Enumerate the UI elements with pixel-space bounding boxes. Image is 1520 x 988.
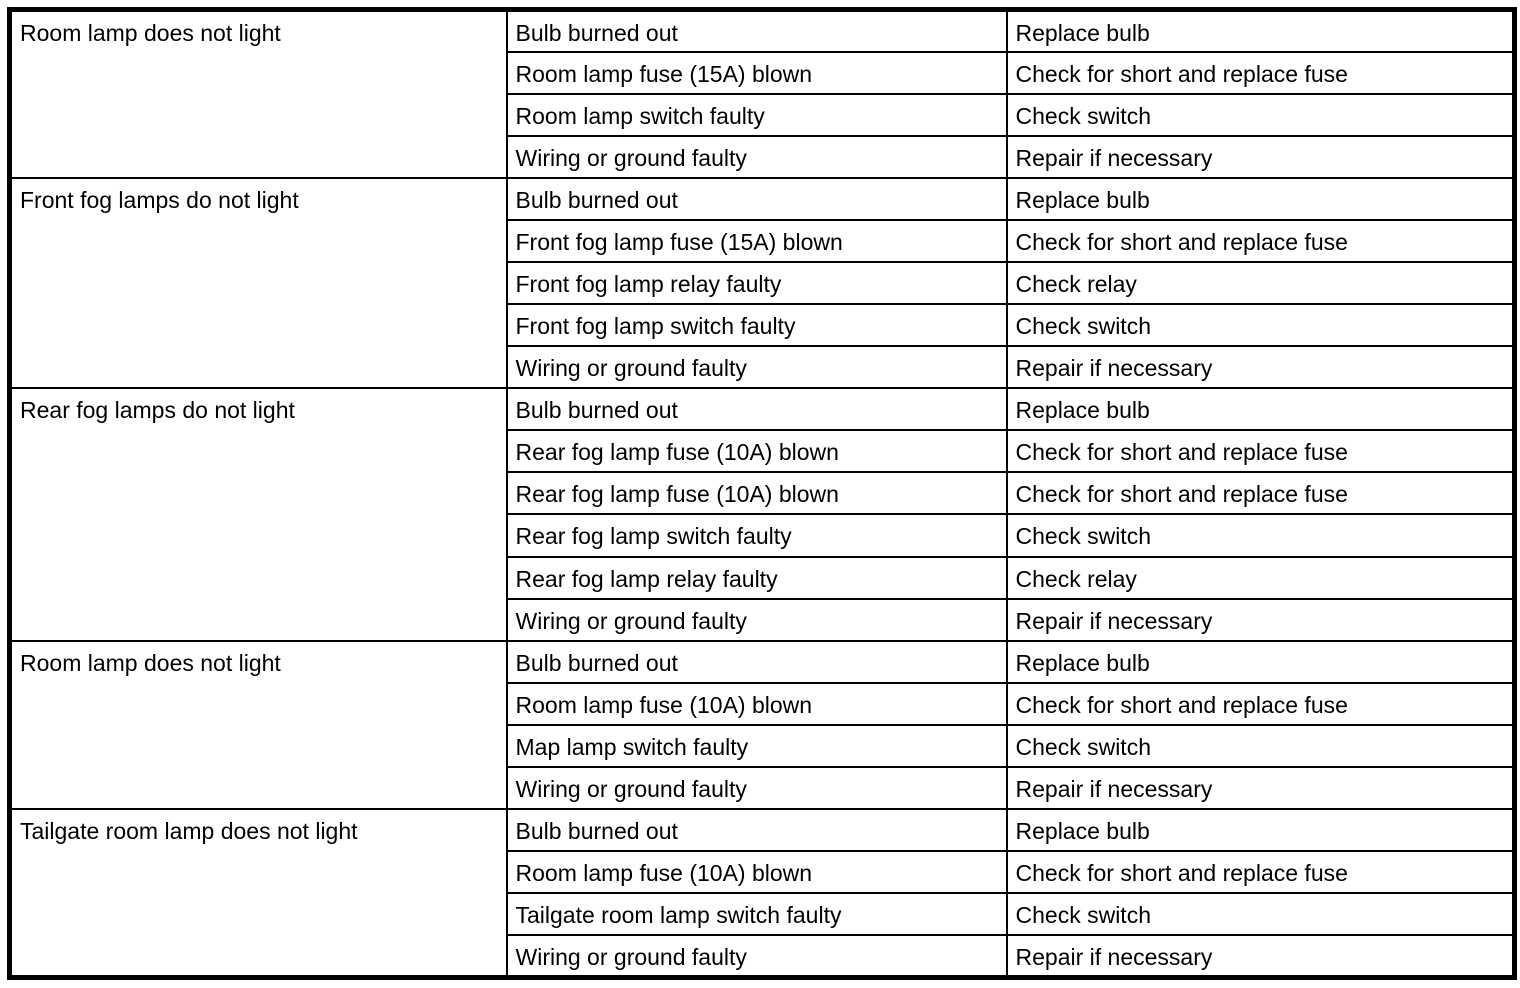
remedy-cell: Repair if necessary: [1005, 597, 1516, 642]
table-row: Rear fog lamp fuse (10A) blown Check for …: [10, 429, 1516, 474]
cause-cell: Rear fog lamp relay faulty: [505, 555, 1008, 600]
cause-cell: Front fog lamp switch faulty: [505, 303, 1008, 348]
remedy-cell: Check for short and replace fuse: [1005, 50, 1516, 95]
cause-cell: Bulb burned out: [505, 387, 1008, 432]
remedy-cell: Check for short and replace fuse: [1005, 850, 1516, 895]
remedy-cell: Check switch: [1005, 723, 1516, 768]
table-row: Front fog lamp switch faulty Check switch: [10, 303, 1516, 348]
remedy-cell: Repair if necessary: [1005, 765, 1516, 810]
table-row: Wiring or ground faulty Repair if necessa…: [10, 934, 1516, 979]
table-row: Tailgate room lamp switch faulty Check sw…: [10, 892, 1516, 937]
cause-cell: Bulb burned out: [505, 8, 1008, 53]
cause-cell: Front fog lamp relay faulty: [505, 260, 1008, 306]
table-row: Room lamp fuse (10A) blown Check for shor…: [10, 681, 1516, 726]
cause-cell: Rear fog lamp switch faulty: [505, 513, 1008, 558]
symptom-cell: Rear fog lamps do not light: [8, 387, 508, 642]
table-row: Front fog lamp fuse (15A) blown Check for…: [10, 218, 1516, 263]
cause-cell: Room lamp switch faulty: [505, 92, 1008, 137]
cause-cell: Wiring or ground faulty: [505, 597, 1008, 642]
cause-cell: Room lamp fuse (10A) blown: [505, 850, 1008, 895]
table-row: Map lamp switch faulty Check switch: [10, 723, 1516, 768]
remedy-cell: Check for short and replace fuse: [1005, 471, 1516, 516]
remedy-cell: Check for short and replace fuse: [1005, 681, 1516, 726]
remedy-cell: Check switch: [1005, 92, 1516, 137]
cause-cell: Bulb burned out: [505, 176, 1008, 221]
cause-cell: Wiring or ground faulty: [505, 345, 1008, 390]
table-row: Rear fog lamp switch faulty Check switch: [10, 513, 1516, 558]
remedy-cell: Check relay: [1005, 260, 1516, 306]
cause-cell: Wiring or ground faulty: [505, 934, 1008, 979]
table-row: Room lamp fuse (15A) blown Check for shor…: [10, 50, 1516, 95]
remedy-cell: Replace bulb: [1005, 639, 1516, 684]
table-row: Room lamp does not light Bulb burned out R…: [8, 639, 1516, 810]
cause-cell: Front fog lamp fuse (15A) blown: [505, 218, 1008, 263]
remedy-cell: Replace bulb: [1005, 387, 1516, 432]
cause-cell: Map lamp switch faulty: [505, 723, 1008, 768]
cause-cell: Room lamp fuse (10A) blown: [505, 681, 1008, 726]
table-row: Wiring or ground faulty Repair if necessa…: [10, 597, 1516, 642]
remedy-cell: Check relay: [1005, 555, 1516, 600]
cause-cell: Rear fog lamp fuse (10A) blown: [505, 429, 1008, 474]
table-row: Rear fog lamp relay faulty Check relay: [10, 555, 1516, 600]
symptom-cell: Room lamp does not light: [8, 8, 508, 179]
remedy-cell: Replace bulb: [1005, 8, 1516, 53]
table-row: Rear fog lamps do not light Bulb burned o…: [8, 387, 1516, 642]
remedy-cell: Replace bulb: [1005, 176, 1516, 221]
table-row: Room lamp switch faulty Check switch: [10, 92, 1516, 137]
remedy-cell: Replace bulb: [1005, 807, 1516, 853]
remedy-cell: Repair if necessary: [1005, 345, 1516, 390]
cause-cell: Wiring or ground faulty: [505, 765, 1008, 810]
cause-cell: Wiring or ground faulty: [505, 134, 1008, 179]
cause-cell: Room lamp fuse (15A) blown: [505, 50, 1008, 95]
troubleshooting-table: Room lamp does not light Bulb burned out R…: [7, 7, 1517, 980]
symptom-cell: Front fog lamps do not light: [8, 176, 508, 390]
remedy-cell: Check for short and replace fuse: [1005, 429, 1516, 474]
troubleshooting-table-body: Room lamp does not light Bulb burned out R…: [8, 8, 1516, 979]
table-row: Front fog lamp relay faulty Check relay: [10, 260, 1516, 306]
cause-cell: Rear fog lamp fuse (10A) blown: [505, 471, 1008, 516]
table-row: Wiring or ground faulty Repair if necessa…: [10, 134, 1516, 179]
symptom-cell: Room lamp does not light: [8, 639, 508, 810]
remedy-cell: Check for short and replace fuse: [1005, 218, 1516, 263]
remedy-cell: Check switch: [1005, 513, 1516, 558]
symptom-cell: Tailgate room lamp does not light: [8, 807, 508, 979]
remedy-cell: Check switch: [1005, 892, 1516, 937]
table-row: Tailgate room lamp does not light Bulb bu…: [8, 807, 1516, 979]
table-row: Front fog lamps do not light Bulb burned …: [8, 176, 1516, 390]
table-row: Room lamp fuse (10A) blown Check for shor…: [10, 850, 1516, 895]
remedy-cell: Check switch: [1005, 303, 1516, 348]
table-row: Wiring or ground faulty Repair if necessa…: [10, 345, 1516, 390]
remedy-cell: Repair if necessary: [1005, 934, 1516, 979]
cause-cell: Bulb burned out: [505, 639, 1008, 684]
table-row: Wiring or ground faulty Repair if necessa…: [10, 765, 1516, 810]
table-row: Room lamp does not light Bulb burned out R…: [8, 8, 1516, 179]
cause-cell: Tailgate room lamp switch faulty: [505, 892, 1008, 937]
remedy-cell: Repair if necessary: [1005, 134, 1516, 179]
table-row: Rear fog lamp fuse (10A) blown Check for …: [10, 471, 1516, 516]
cause-cell: Bulb burned out: [505, 807, 1008, 853]
